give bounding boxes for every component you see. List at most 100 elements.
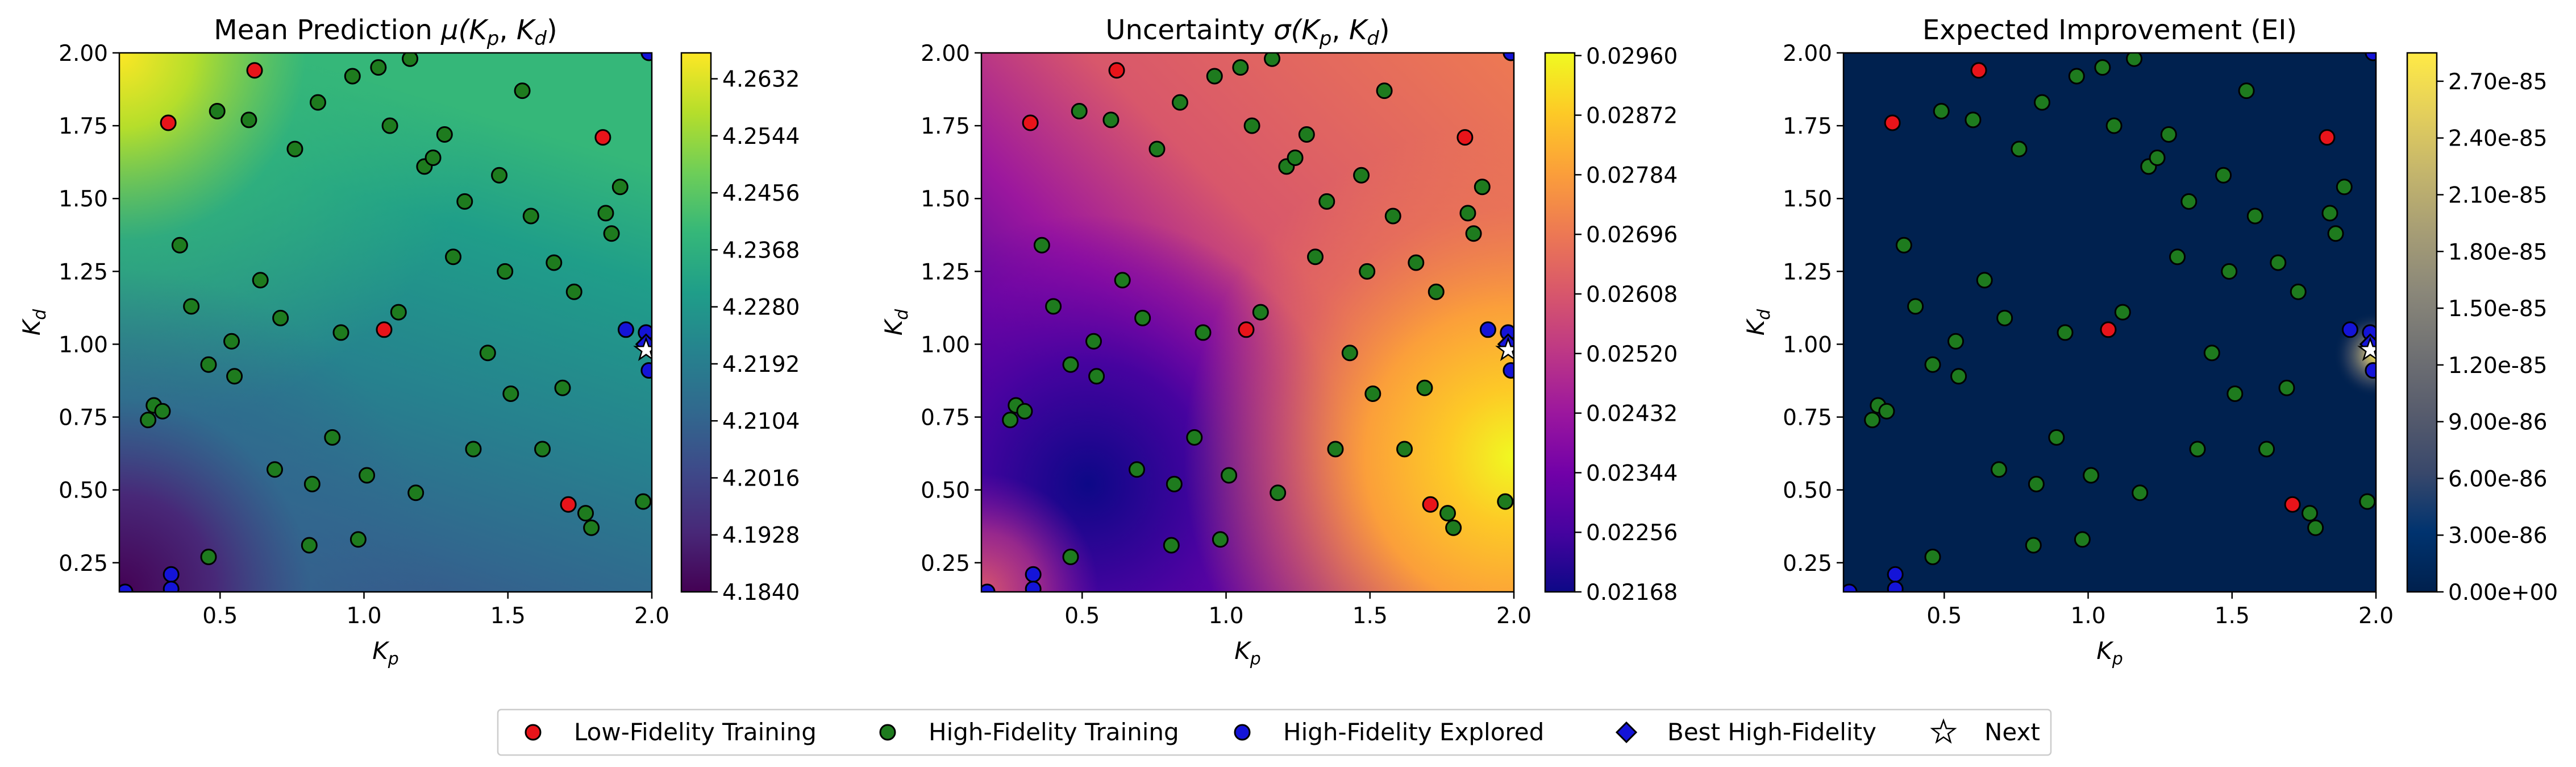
high-fidelity-training-point xyxy=(1195,324,1212,341)
legend: Low-Fidelity Training High-Fidelity Train… xyxy=(497,708,2052,756)
high-fidelity-training-point xyxy=(1264,53,1281,67)
legend-item: Low-Fidelity Training xyxy=(525,718,817,746)
high-fidelity-training-point xyxy=(2011,140,2028,157)
x-tick-label: 2.0 xyxy=(634,603,669,629)
x-tick-label: 0.5 xyxy=(1926,603,1962,629)
high-fidelity-training-point xyxy=(2169,248,2186,266)
high-fidelity-training-point xyxy=(1221,467,1238,484)
high-fidelity-training-point xyxy=(2057,324,2074,341)
high-fidelity-training-point xyxy=(1933,102,1950,119)
high-fidelity-training-point xyxy=(2149,149,2166,166)
high-fidelity-training-point xyxy=(456,193,473,210)
colorbar-tick-label: 0.02960 xyxy=(1586,44,1678,69)
high-fidelity-training-point xyxy=(436,126,453,143)
colorbar-tick-label: 0.02696 xyxy=(1586,222,1678,248)
high-fidelity-explored-point xyxy=(1025,581,1042,592)
colorbar-tick-label: 4.2456 xyxy=(722,181,800,206)
low-fidelity-training-point xyxy=(594,129,611,146)
colorbar-tick-label: 0.02432 xyxy=(1586,401,1678,427)
high-fidelity-training-point xyxy=(1497,493,1514,510)
high-fidelity-training-point xyxy=(1991,461,2008,478)
high-fidelity-training-point xyxy=(344,68,361,85)
high-fidelity-training-point xyxy=(2033,94,2050,111)
x-tick-label: 0.5 xyxy=(1064,603,1100,629)
y-tick-label: 0.75 xyxy=(59,405,108,431)
low-fidelity-training-point xyxy=(1108,62,1125,79)
high-fidelity-training-point xyxy=(1924,549,1941,566)
x-axis-label: Kp xyxy=(372,637,399,669)
high-fidelity-training-point xyxy=(390,304,407,321)
high-fidelity-training-point xyxy=(272,309,289,326)
x-tick-label: 2.0 xyxy=(2358,603,2394,629)
y-tick-label: 0.75 xyxy=(1783,405,1832,431)
high-fidelity-training-point xyxy=(2105,117,2123,134)
high-fidelity-training-point xyxy=(2359,493,2376,510)
high-fidelity-training-point xyxy=(1045,298,1062,315)
high-fidelity-training-point xyxy=(1062,549,1079,566)
high-fidelity-training-point xyxy=(1212,531,1229,548)
high-fidelity-training-point xyxy=(1465,225,1482,242)
high-fidelity-training-point xyxy=(491,167,508,184)
high-fidelity-training-point xyxy=(223,333,240,350)
legend-marker xyxy=(879,724,896,741)
high-fidelity-training-point xyxy=(2094,59,2111,76)
high-fidelity-training-point xyxy=(497,263,514,280)
colorbar-tick-label: 4.2016 xyxy=(722,466,800,491)
high-fidelity-explored-point xyxy=(1843,583,1858,592)
high-fidelity-training-point xyxy=(2048,429,2065,446)
legend-marker xyxy=(1930,718,1957,744)
high-fidelity-training-point xyxy=(1114,272,1131,289)
high-fidelity-training-point xyxy=(1252,304,1269,321)
high-fidelity-training-point xyxy=(597,205,614,222)
high-fidelity-training-point xyxy=(1950,368,1967,385)
low-fidelity-training-point xyxy=(160,114,177,131)
high-fidelity-training-point xyxy=(611,179,629,196)
legend-label: Low-Fidelity Training xyxy=(574,718,817,746)
colorbar-tick-label: 2.10e-85 xyxy=(2448,183,2548,208)
low-fidelity-training-point xyxy=(1970,62,1987,79)
low-fidelity-training-point xyxy=(1022,114,1039,131)
x-axis-label: Kp xyxy=(2096,637,2123,669)
high-fidelity-explored-point xyxy=(163,566,180,583)
low-fidelity-training-point xyxy=(1884,114,1901,131)
legend-marker xyxy=(1234,724,1251,741)
low-fidelity-training-point xyxy=(2319,129,2336,146)
high-fidelity-training-point xyxy=(1384,208,1401,225)
high-fidelity-training-point xyxy=(1396,441,1413,458)
y-tick-label: 1.25 xyxy=(921,259,970,285)
high-fidelity-training-point xyxy=(1016,403,1033,420)
high-fidelity-training-point xyxy=(1364,385,1381,403)
high-fidelity-training-point xyxy=(1996,309,2013,326)
next-point-marker xyxy=(633,336,652,361)
colorbar-tick-label: 0.02608 xyxy=(1586,282,1678,308)
colorbar-tick-label: 2.70e-85 xyxy=(2448,69,2548,95)
high-fidelity-training-point xyxy=(1353,167,1370,184)
colorbar-tick-label: 4.2192 xyxy=(722,352,800,378)
high-fidelity-training-point xyxy=(445,248,462,266)
legend-marker xyxy=(525,724,542,741)
high-fidelity-training-point xyxy=(2083,467,2100,484)
high-fidelity-training-point xyxy=(2221,263,2238,280)
y-tick-label: 1.25 xyxy=(1783,259,1832,285)
colorbar-tick-label: 4.2104 xyxy=(722,409,800,434)
high-fidelity-training-point xyxy=(2025,537,2042,554)
high-fidelity-training-point xyxy=(1878,403,1895,420)
high-fidelity-training-point xyxy=(303,475,321,492)
high-fidelity-training-point xyxy=(554,379,571,396)
high-fidelity-training-point xyxy=(2336,179,2353,196)
colorbar-tick-label: 4.1928 xyxy=(722,523,800,549)
high-fidelity-training-point xyxy=(2180,193,2198,210)
y-tick-label: 1.00 xyxy=(59,332,108,358)
y-tick-label: 0.25 xyxy=(921,551,970,577)
high-fidelity-training-point xyxy=(2126,53,2143,67)
next-point-marker xyxy=(2357,336,2376,361)
high-fidelity-explored-point xyxy=(163,581,180,592)
colorbar xyxy=(2407,53,2437,592)
high-fidelity-training-point xyxy=(479,345,496,362)
high-fidelity-training-point xyxy=(1907,298,1924,315)
high-fidelity-explored-point xyxy=(119,583,134,592)
panel-3: 0.5 1.0 1.5 2.0 0.25 0.50 0.75 1.00 1.25 1.50 1.75… xyxy=(1742,14,2558,669)
high-fidelity-training-point xyxy=(267,461,284,478)
high-fidelity-explored-point xyxy=(1025,566,1042,583)
